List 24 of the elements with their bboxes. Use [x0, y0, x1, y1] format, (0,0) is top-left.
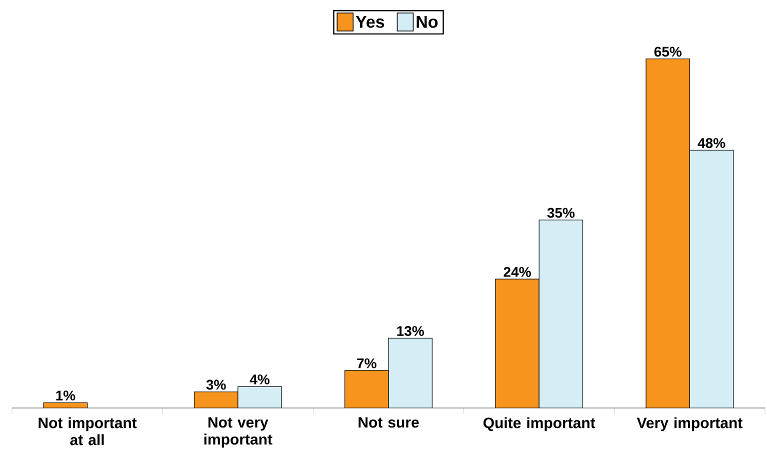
- x-tick-label: Not sure: [358, 417, 419, 428]
- bar: [646, 58, 690, 408]
- x-tick-label: Not very important: [204, 417, 272, 448]
- legend-label: No: [416, 16, 438, 28]
- x-tick-label: Not important at all: [38, 417, 137, 446]
- data-label: 1%: [56, 390, 76, 400]
- bar: [689, 150, 734, 408]
- data-label: 4%: [250, 374, 270, 384]
- x-tick-label: Quite important: [483, 417, 596, 432]
- data-label: 35%: [547, 208, 575, 218]
- bar: [238, 386, 282, 408]
- data-label: 24%: [504, 267, 531, 277]
- data-label: 48%: [698, 138, 726, 148]
- bar: [495, 279, 540, 408]
- bar: [344, 370, 389, 408]
- legend-label: Yes: [356, 16, 384, 28]
- bar: [388, 338, 432, 408]
- bar: [194, 392, 238, 408]
- data-label: 13%: [397, 326, 424, 336]
- x-tick-label: Very important: [636, 417, 742, 432]
- data-label: 65%: [654, 46, 682, 57]
- bar: [539, 220, 583, 408]
- data-label: 7%: [357, 358, 376, 368]
- data-label: 3%: [206, 380, 226, 390]
